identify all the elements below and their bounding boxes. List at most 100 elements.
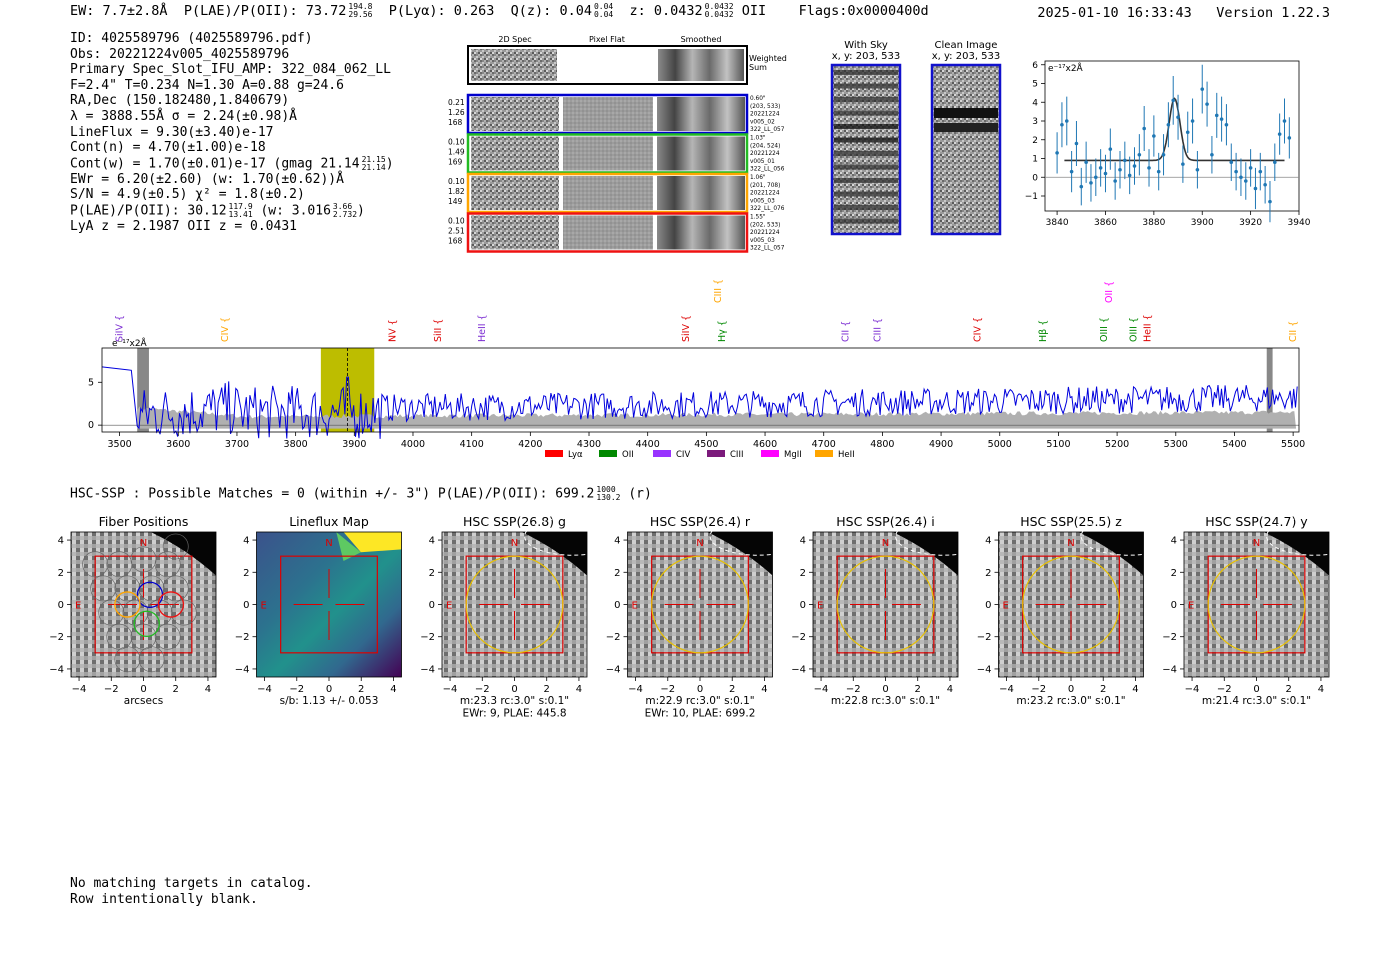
fiber-circle [82, 551, 109, 578]
hsc-xtick-label: 4 [576, 684, 582, 695]
full-xtick-label: 3500 [108, 439, 132, 450]
emission-line-label: HeII { [477, 314, 488, 342]
zoom-xtick-label: 3860 [1094, 218, 1117, 228]
hsc-xtick-label: −2 [1217, 684, 1232, 695]
header-ew: EW: 7.7±2.8Å [70, 3, 168, 19]
hsc-xtick-label: 2 [1286, 684, 1292, 695]
hsc-panel-caption: EWr: 10, PLAE: 699.2 [645, 708, 756, 720]
hsc-summary-text: HSC-SSP : Possible Matches = 0 (within +… [70, 486, 595, 502]
hsc-ytick-label: 2 [1171, 568, 1177, 579]
hsc-xtick-label: 2 [729, 684, 735, 695]
full-xtick-label: 5000 [988, 439, 1012, 450]
zoom-data-point [1190, 119, 1195, 123]
zoom-data-point [1273, 160, 1277, 165]
cutout-right-label: 1.03" [750, 136, 766, 142]
zoom-data-point [1287, 136, 1292, 140]
legend-swatch [761, 450, 779, 457]
legend-swatch [707, 450, 725, 457]
compass-east: E [1188, 601, 1194, 612]
cutout-right-label: 322_LL_056 [750, 167, 785, 173]
legend-swatch [815, 450, 833, 457]
fiber-circle [90, 575, 117, 602]
cutout-left-label: 149 [448, 197, 463, 206]
emission-line-label: HeII { [1143, 314, 1154, 342]
full-xtick-label: 4700 [812, 439, 836, 450]
zoom-data-point [1277, 132, 1282, 136]
full-xtick-label: 5200 [1105, 439, 1129, 450]
hsc-ytick-label: 0 [1171, 600, 1177, 611]
hsc-ytick-label: 4 [243, 536, 249, 547]
hsc-xtick-label: −4 [628, 684, 643, 695]
error-spectrum [137, 406, 1297, 429]
info-radec: RA,Dec (150.182480,1.840679) [70, 93, 290, 109]
zoom-data-point [1166, 122, 1171, 127]
cutout-left-label: 0.10 [448, 177, 465, 186]
cutout-left-label: 168 [448, 118, 463, 127]
compass-east: E [75, 601, 81, 612]
zoom-data-point [1248, 166, 1253, 170]
emission-line-label: OII { [1104, 281, 1115, 303]
info-id: ID: 4025589796 (4025589796.pdf) [70, 31, 313, 46]
hsc-xtick-label: −4 [72, 684, 87, 695]
zoom-data-point [1214, 113, 1219, 118]
fiber-circle [114, 646, 141, 673]
full-xtick-label: 4900 [929, 439, 953, 450]
cutout-left-label: 0.10 [448, 138, 465, 147]
flux-spectrum [101, 366, 1298, 439]
hsc-panel-2: Lineflux Map −4 −4 −2 −2 0 0 2 2 4 4 N Es/b: 1.13 +/… [235, 514, 402, 707]
hsc-xtick-label: −2 [104, 684, 119, 695]
zoom-data-point [1113, 179, 1117, 183]
cutout-left-label: 0.10 [448, 217, 465, 226]
emission-line-label: OIII { [1099, 317, 1110, 342]
emission-line-name: CIV { [973, 317, 984, 342]
emission-line-label: CII { [840, 321, 851, 342]
cutout-right-label: 20221224 [750, 230, 780, 236]
sky-band [834, 110, 898, 116]
zoom-data-point [1161, 152, 1166, 157]
sky-band [834, 83, 898, 89]
emission-line-name: CIII { [873, 318, 884, 342]
hsc-ytick-label: −4 [1162, 664, 1177, 675]
sky-images: With Sky x, y: 203, 533 Clean Image x, y… [830, 40, 1002, 236]
full-xtick-label: 4500 [694, 439, 718, 450]
full-xtick-label: 3600 [166, 439, 190, 450]
info-sn: S/N = 4.9(±0.5) χ² = 1.8(±0.2) [70, 187, 305, 203]
hsc-ytick-label: 4 [614, 536, 620, 547]
emission-line-label: CII { [1288, 321, 1299, 342]
zoom-data-point [1079, 184, 1084, 189]
zoom-data-point [1152, 134, 1156, 138]
legend-label: MgII [784, 450, 802, 460]
zoom-data-point [1069, 169, 1074, 174]
hsc-ytick-label: 0 [800, 600, 806, 611]
legend-swatch [545, 450, 563, 457]
full-xtick-label: 3900 [342, 439, 366, 450]
bright-source [1078, 532, 1144, 576]
bright-source [707, 532, 773, 576]
sky-band [834, 205, 898, 210]
zoom-data-point [1103, 171, 1108, 176]
cutout-right-label: 322_LL_057 [750, 246, 785, 252]
zoom-data-point [1253, 186, 1258, 191]
header-z: z: 0.0432 [629, 3, 703, 19]
hsc-ytick-label: 0 [243, 600, 249, 611]
hsc-panel-caption: m:22.9 rc:3.0" s:0.1" [645, 695, 754, 707]
cutout-2d-spec [471, 136, 559, 171]
hsc-ytick-label: 0 [58, 600, 64, 611]
cutout-left-label: 0.21 [448, 98, 465, 107]
cutout-pixel-flat [563, 176, 653, 210]
hsc-panel-frame [256, 531, 402, 678]
full-xtick-label: 5300 [1164, 439, 1188, 450]
emission-line-label: OIII { [1129, 317, 1140, 342]
version: Version 1.22.3 [1216, 5, 1330, 21]
hsc-ytick-label: 2 [800, 568, 806, 579]
full-xtick-label: 5500 [1281, 439, 1305, 450]
full-xtick-label: 4100 [460, 439, 484, 450]
hsc-xtick-label: 0 [326, 684, 332, 695]
hsc-ytick-label: 4 [58, 536, 64, 547]
hsc-ytick-label: −4 [606, 664, 621, 675]
emission-line-name: SiIV { [681, 315, 692, 342]
cutout-left-label: 168 [448, 237, 463, 246]
hsc-ytick-label: −2 [49, 632, 64, 643]
